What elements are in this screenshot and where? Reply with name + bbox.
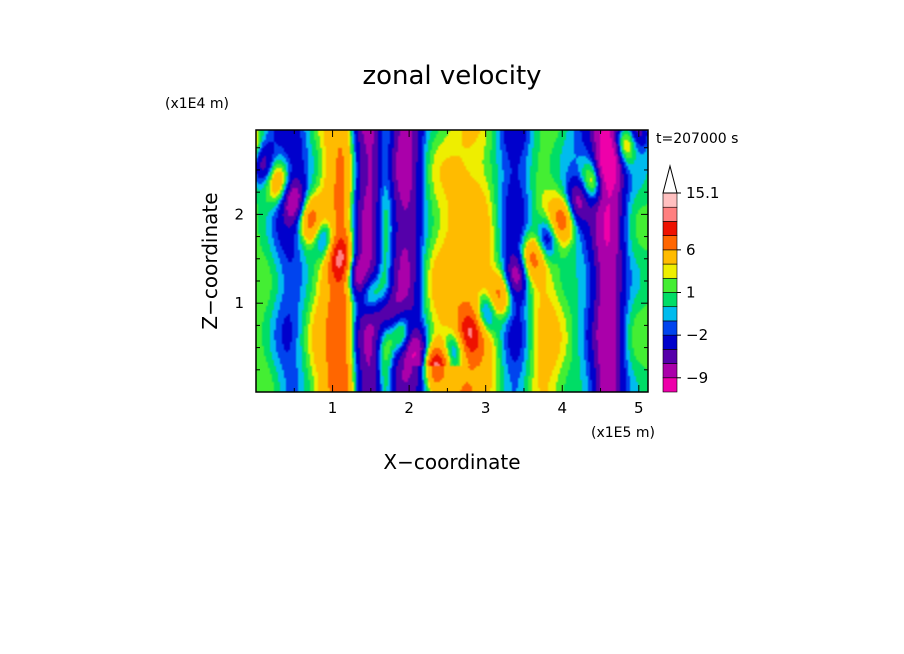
colorbar-label: 1 [686, 284, 696, 302]
colorbar-bin [662, 249, 678, 265]
colorbar-bin [662, 263, 678, 279]
colorbar-label: 6 [686, 241, 696, 259]
x-axis: 1 2 3 4 5 [293, 130, 644, 417]
colorbar-label: −9 [686, 369, 708, 387]
time-label: t=207000 s [656, 131, 738, 147]
colorbar-bin [662, 235, 678, 251]
velocity-field [256, 130, 648, 392]
x-unit-label: (x1E5 m) [591, 425, 655, 441]
colorbar-bin [662, 320, 678, 336]
colorbar-bin [662, 363, 678, 379]
colorbar-bin [662, 377, 678, 393]
colorbar-bin [662, 192, 678, 208]
plot-frame [255, 129, 649, 393]
colorbar-label: −2 [686, 326, 708, 344]
x-tick-label: 4 [557, 399, 567, 417]
x-tick-label: 3 [481, 399, 491, 417]
y-tick-label: 2 [234, 205, 244, 223]
colorbar-bin [662, 334, 678, 350]
colorbar-extend-arrow [662, 164, 678, 194]
colorbar-bin [662, 292, 678, 308]
y-tick-label: 1 [234, 294, 244, 312]
y-axis-label: Z−coordinate [198, 192, 222, 329]
y-unit-label: (x1E4 m) [165, 96, 229, 112]
colorbar-bin [662, 277, 678, 293]
x-tick-label: 1 [328, 399, 338, 417]
velocity-contour-image [256, 130, 648, 392]
colorbar: 15.1 6 1 −2 −9 [662, 164, 719, 393]
chart-title: zonal velocity [362, 61, 541, 91]
colorbar-bin [662, 221, 678, 236]
y-axis: 12 [234, 147, 648, 371]
colorbar-label: 15.1 [686, 184, 719, 202]
x-tick-label: 5 [634, 399, 644, 417]
x-axis-label: X−coordinate [383, 450, 520, 474]
x-tick-label: 2 [404, 399, 414, 417]
colorbar-bin [662, 206, 678, 222]
colorbar-bin [662, 349, 678, 364]
colorbar-bin [662, 306, 678, 322]
